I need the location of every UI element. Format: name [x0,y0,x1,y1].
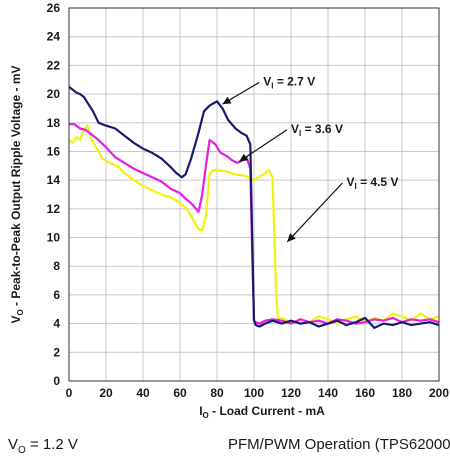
grid [68,7,440,382]
x-tick-label: 20 [99,386,113,400]
y-tick-label: 4 [53,317,60,331]
x-tick-label: 100 [244,386,264,400]
series-annotation: VI = 3.6 V [291,122,343,138]
y-tick-label: 2 [53,345,60,359]
arrow-head [287,233,296,242]
y-axis-label: VO - Peak-to-Peak Output Ripple Voltage … [9,65,25,323]
plot-frame [68,7,440,382]
y-tick-label: 22 [47,58,61,72]
x-tick-label: 0 [66,386,73,400]
y-tick-label: 20 [47,87,61,101]
ripple-voltage-chart: 0 20 40 60 80 100 120 140 160 180 200 024681012141… [9,1,450,420]
y-tick-label: 12 [47,202,61,216]
annotations: VI = 2.7 V VI = 3.6 V VI = 4.5 V [222,74,399,243]
x-tick-label: 60 [173,386,187,400]
y-tick-label: 18 [47,116,61,130]
annotation-arrow [238,129,288,163]
y-tick-label: 24 [47,30,61,44]
x-tick-label: 140 [318,386,338,400]
x-tick-label: 160 [355,386,375,400]
x-tick-label: 200 [429,386,449,400]
x-tick-labels: 0 20 40 60 80 100 120 140 160 180 200 [66,386,450,400]
x-tick-label: 40 [136,386,150,400]
y-tick-label: 10 [47,231,61,245]
y-tick-label: 26 [47,1,61,15]
series-line [68,86,440,329]
y-tick-label: 16 [47,144,61,158]
arrow-head [222,96,232,105]
series-annotation: VI = 2.7 V [263,74,315,90]
y-tick-label: 8 [53,259,60,273]
x-tick-label: 80 [210,386,224,400]
caption-operation: PFM/PWM Operation (TPS62000) [228,436,450,453]
y-tick-label: 14 [47,173,61,187]
y-tick-label: 0 [53,374,60,388]
x-axis-label: IO - Load Current - mA [199,404,325,420]
x-tick-label: 180 [392,386,412,400]
series-annotation: VI = 4.5 V [347,175,399,191]
y-tick-label: 6 [53,288,60,302]
caption-vout: VO = 1.2 V [8,436,78,456]
caption-bar: VO = 1.2 V PFM/PWM Operation (TPS62000) [0,430,450,456]
arrow-head [239,153,249,162]
annotation-arrow [286,182,343,243]
x-tick-label: 120 [281,386,301,400]
series-line [68,124,440,325]
